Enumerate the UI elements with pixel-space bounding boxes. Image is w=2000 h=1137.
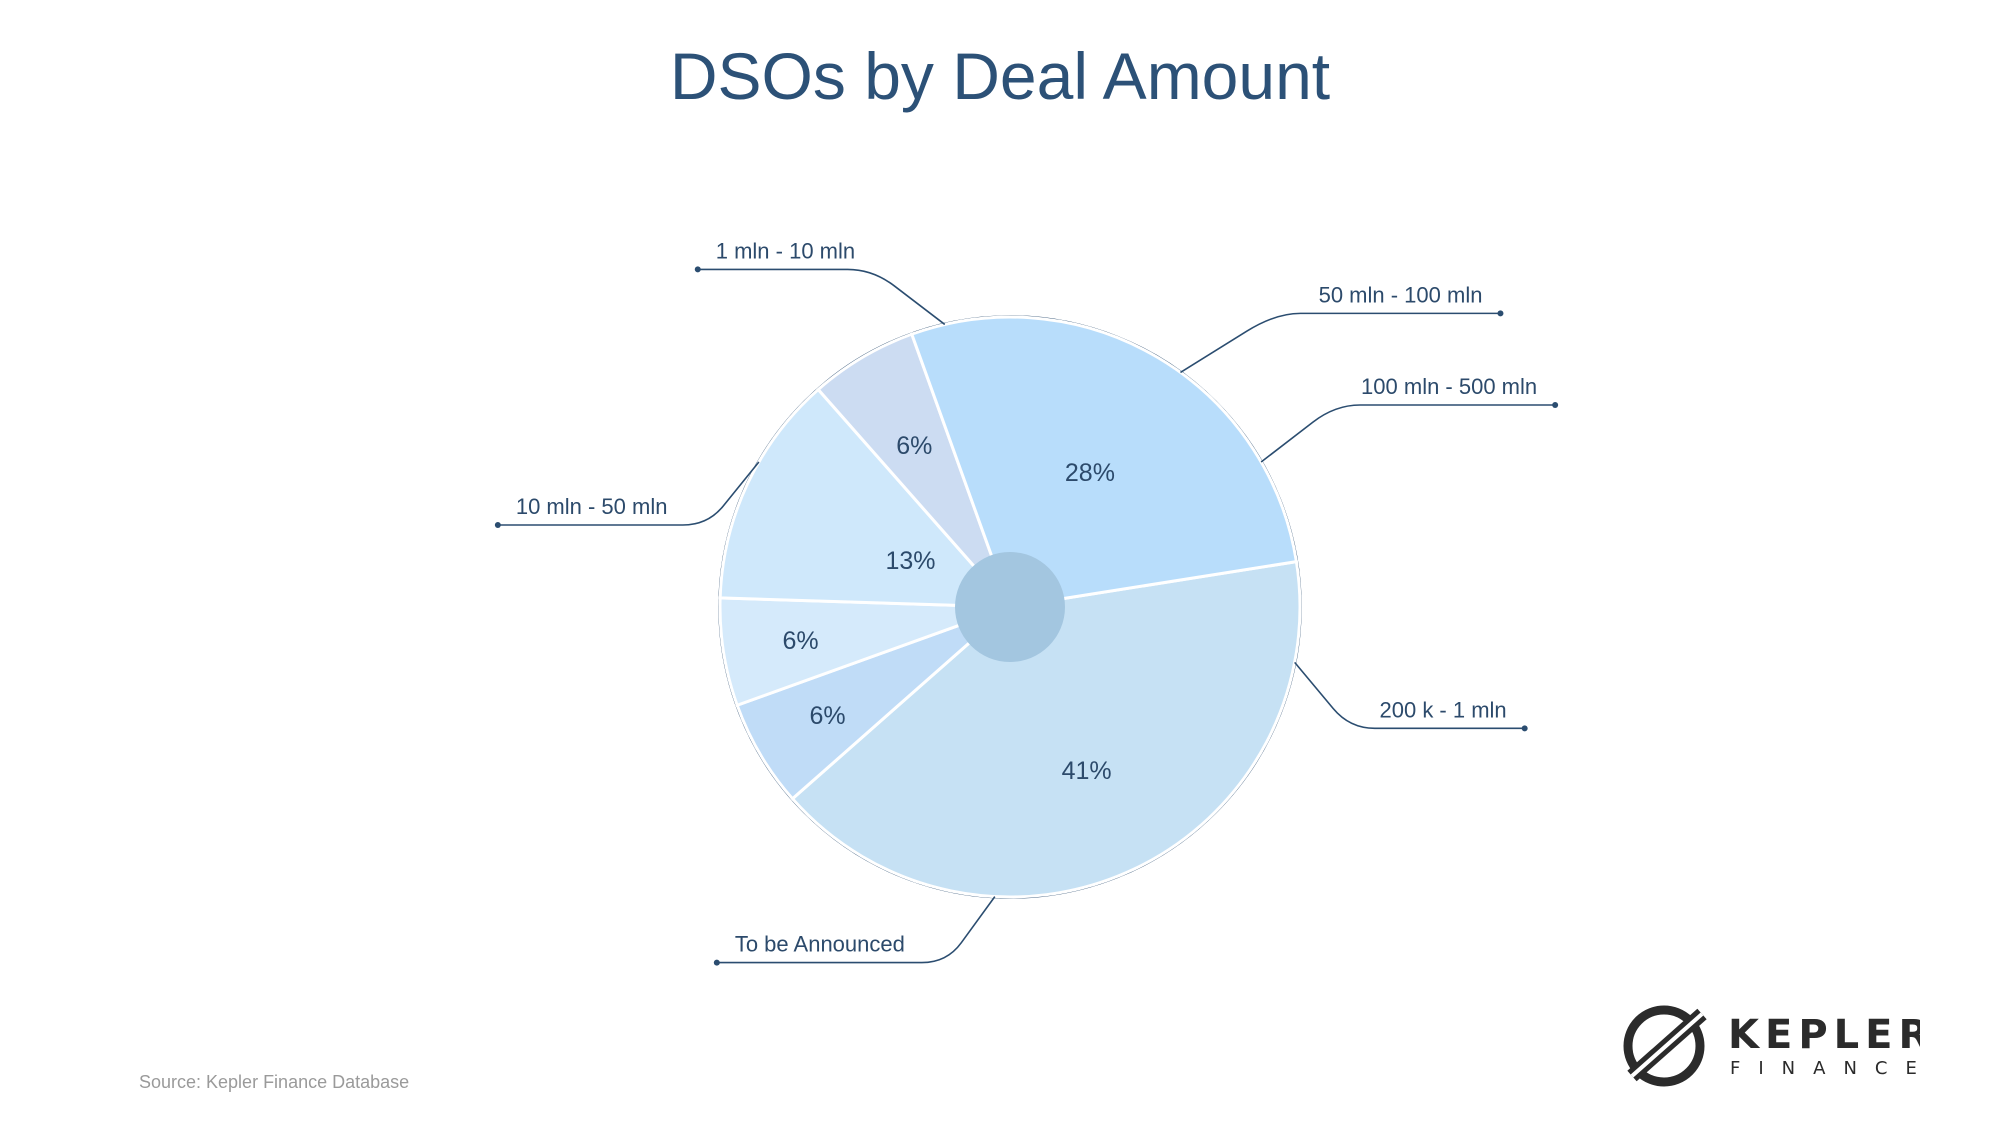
logo-word: KEPLER [1728, 1012, 1920, 1058]
logo-subword: FINANCE [1730, 1058, 1920, 1079]
leader-line [697, 268, 946, 326]
leader-dot [1497, 310, 1504, 317]
slice-percent-label: 28% [1065, 459, 1115, 487]
leader-line [716, 896, 996, 964]
leader-line [1260, 404, 1556, 463]
slice-percent-label: 41% [1062, 757, 1112, 785]
leader-dot [1521, 725, 1528, 732]
leader-dot [713, 959, 720, 966]
leader-dot [1552, 402, 1559, 408]
logo-mark-icon [1623, 1005, 1707, 1087]
slice-percent-label: 6% [783, 627, 819, 655]
category-label: 50 mln - 100 mln [1319, 282, 1483, 307]
source-note: Source: Kepler Finance Database [139, 1072, 410, 1092]
category-label: 10 mln - 50 mln [516, 494, 668, 519]
category-label: 1 mln - 10 mln [716, 238, 855, 263]
leader-line [1294, 661, 1525, 730]
slice-percent-label: 6% [809, 702, 845, 730]
category-label: 100 mln - 500 mln [1361, 374, 1537, 399]
pie-slice [790, 559, 1302, 899]
chart-title: DSOs by Deal Amount [669, 39, 1331, 113]
kepler-finance-logo: KEPLER FINANCE [1623, 1005, 1920, 1087]
slice-percent-label: 6% [896, 432, 932, 460]
leader-line [497, 461, 760, 526]
leader-line [1180, 312, 1501, 374]
pie-slice [909, 315, 1299, 609]
category-label: 200 k - 1 mln [1380, 697, 1507, 722]
leader-dot [494, 522, 501, 528]
pie-slice [718, 387, 1014, 609]
category-label: To be Announced [735, 932, 905, 957]
leader-dot [694, 266, 701, 273]
pie-center [955, 552, 1065, 662]
slice-percent-label: 13% [885, 547, 935, 575]
